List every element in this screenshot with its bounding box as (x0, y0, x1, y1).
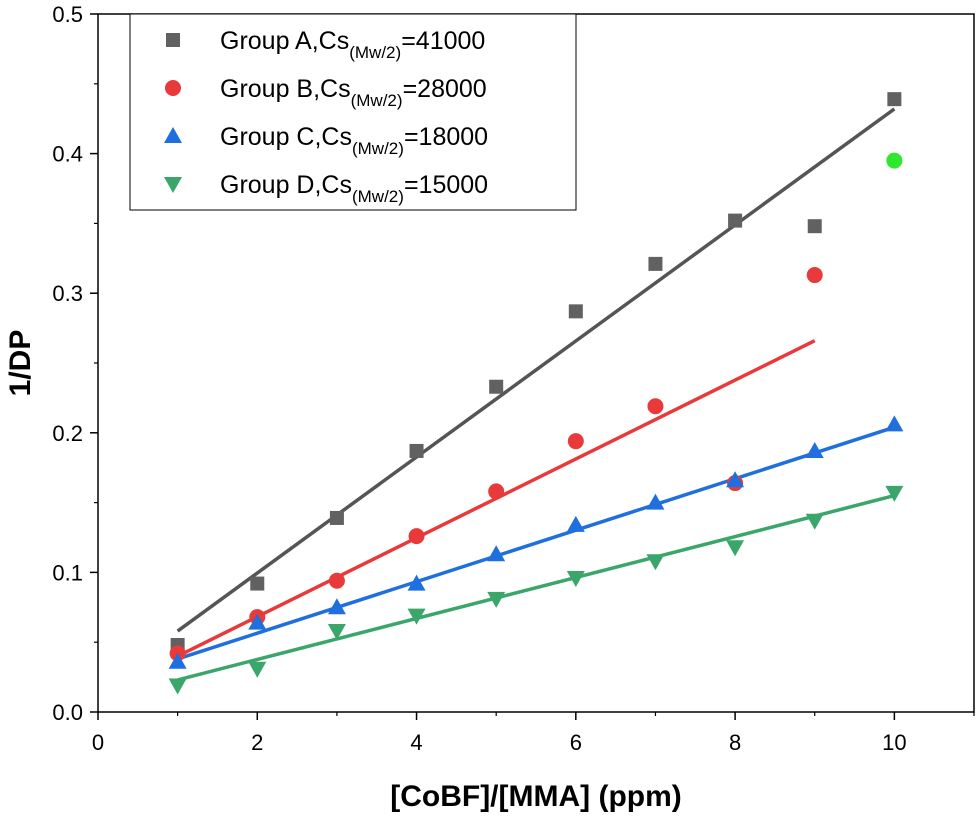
legend-label: Group B,Cs(Mw/2)=28000 (220, 75, 487, 110)
data-point (489, 379, 504, 394)
data-point (487, 545, 506, 562)
y-tick-label: 0.3 (52, 281, 83, 306)
data-point (566, 570, 585, 587)
data-point (807, 219, 822, 234)
data-point (168, 678, 187, 695)
legend-label: Group A,Cs(Mw/2)=41000 (220, 27, 485, 62)
data-point (566, 515, 585, 532)
x-tick-label: 4 (410, 730, 422, 755)
x-tick-label: 8 (729, 730, 741, 755)
data-point (885, 485, 904, 502)
legend-box (129, 13, 577, 211)
data-point (408, 528, 425, 545)
data-point (329, 510, 344, 525)
data-point (806, 267, 823, 284)
x-axis: 0 2 4 6 8 10 (92, 712, 975, 755)
data-point (646, 493, 665, 510)
data-point (805, 441, 824, 458)
data-point (726, 540, 745, 557)
y-tick-label: 0.0 (52, 700, 83, 725)
fit-lines (176, 107, 896, 682)
y-tick-label: 0.5 (52, 2, 83, 27)
x-tick-label: 2 (251, 730, 263, 755)
y-axis: 0.0 0.1 0.2 0.3 0.4 0.5 (52, 2, 98, 725)
data-point (805, 513, 824, 530)
data-point (885, 415, 904, 432)
fit-line (176, 107, 896, 633)
legend-label: Group C,Cs(Mw/2)=18000 (220, 123, 488, 158)
data-point (407, 574, 426, 591)
y-tick-label: 0.4 (52, 142, 83, 167)
legend-marker (164, 127, 182, 143)
data-point (409, 443, 424, 458)
data-point (168, 652, 187, 669)
x-tick-label: 10 (882, 730, 906, 755)
legend-marker (166, 33, 180, 47)
x-axis-title: [CoBF]/[MMA] (ppm) (390, 780, 682, 813)
data-point (488, 483, 505, 500)
x-tick-label: 0 (92, 730, 104, 755)
data-point (487, 591, 506, 608)
data-point (648, 256, 663, 271)
data-point (248, 613, 267, 630)
data-point (250, 576, 265, 591)
data-point (568, 304, 583, 319)
fit-line (177, 425, 895, 661)
y-tick-label: 0.1 (52, 560, 83, 585)
legend: Group A,Cs(Mw/2)=41000 Group B,Cs(Mw/2)=2… (129, 13, 577, 211)
data-markers (168, 92, 904, 695)
data-point (327, 624, 346, 641)
data-point (728, 213, 743, 228)
data-point (407, 608, 426, 625)
data-point (328, 572, 345, 589)
data-point (248, 661, 267, 678)
data-point (647, 398, 664, 415)
legend-label: Group D,Cs(Mw/2)=15000 (220, 171, 488, 206)
data-point (327, 598, 346, 615)
data-point (567, 433, 584, 450)
y-axis-title: 1/DP (4, 330, 37, 397)
data-point (886, 152, 903, 169)
fit-line (177, 493, 895, 682)
legend-marker (165, 80, 181, 96)
x-tick-label: 6 (570, 730, 582, 755)
data-point (646, 554, 665, 571)
data-point (887, 92, 902, 107)
legend-marker (164, 177, 182, 193)
y-tick-label: 0.2 (52, 421, 83, 446)
data-point (726, 471, 745, 488)
